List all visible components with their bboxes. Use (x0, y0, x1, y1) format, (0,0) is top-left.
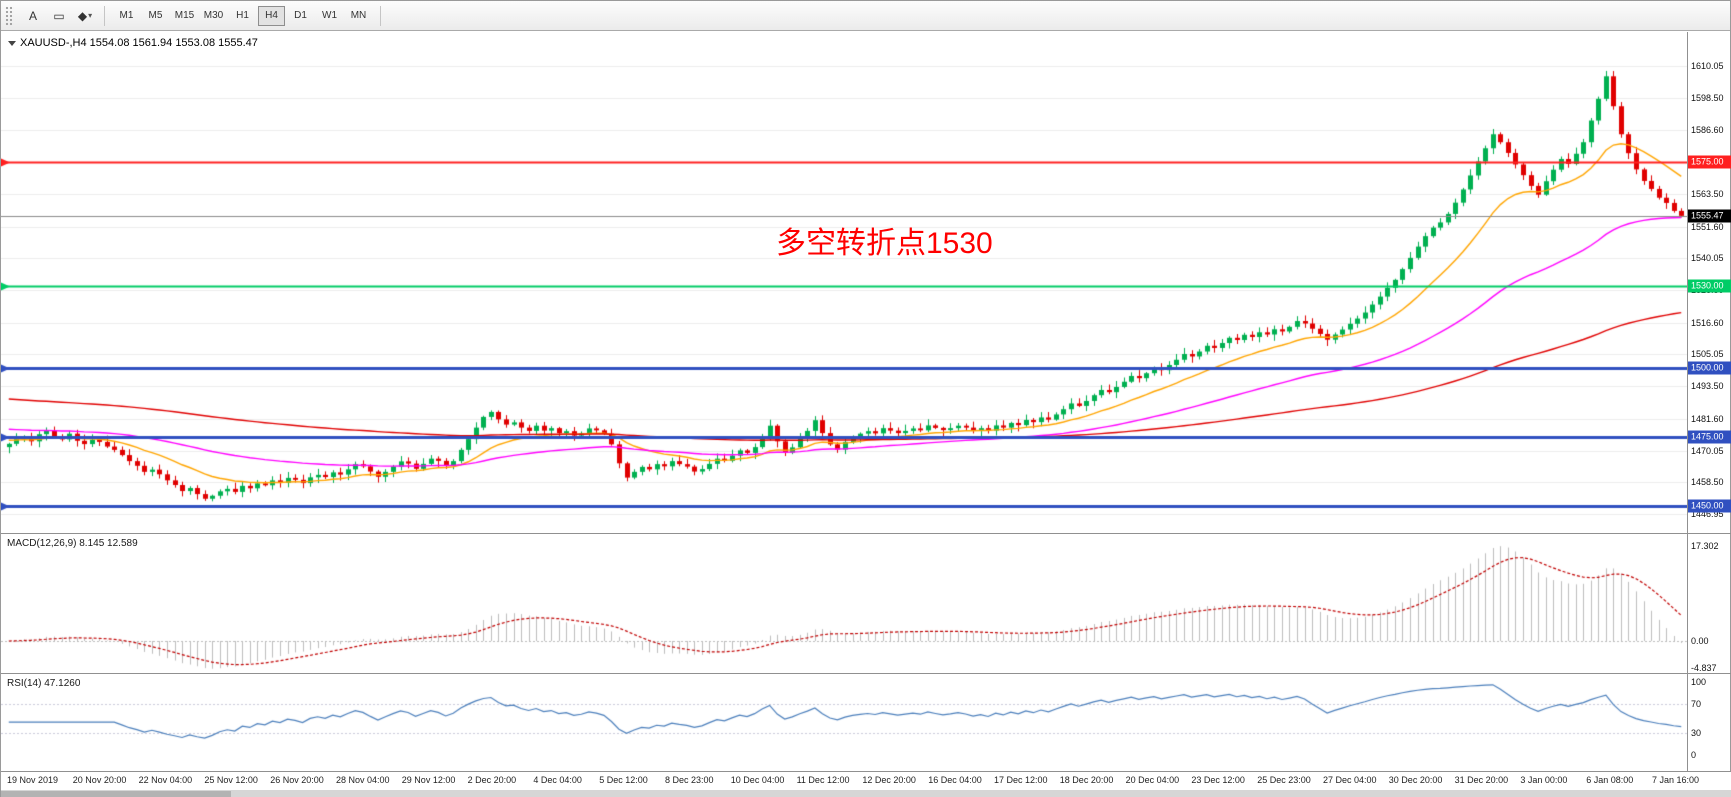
time-axis-label: 25 Dec 23:00 (1257, 775, 1311, 785)
macd-indicator-title: MACD(12,26,9) 8.145 12.589 (7, 538, 138, 549)
arrow-tool-glyph: A (28, 8, 37, 23)
price-scale-label: 1540.05 (1691, 253, 1724, 264)
shapes-tool-glyph: ◆ (77, 8, 88, 23)
toolbar-grip-icon[interactable] (5, 5, 14, 26)
price-scale-label: 1551.60 (1691, 221, 1724, 232)
hline-price-tag: 1500.00 (1688, 361, 1731, 375)
arrow-tool-icon[interactable]: A (21, 5, 45, 27)
time-axis-label: 10 Dec 04:00 (730, 775, 785, 785)
macd-scale-label: 0.00 (1691, 636, 1709, 646)
rsi-scale-label: 0 (1691, 750, 1697, 760)
time-axis-label: 22 Nov 04:00 (138, 775, 193, 785)
panel-divider (1, 771, 1731, 772)
price-scale-label: 1446.95 (1691, 509, 1724, 519)
time-axis-label: 20 Nov 20:00 (72, 775, 127, 785)
time-axis-label: 30 Dec 20:00 (1388, 775, 1443, 785)
rsi-indicator-title: RSI(14) 47.1260 (7, 678, 81, 689)
shapes-tool-icon[interactable]: ◆ ▾ (73, 5, 97, 27)
toolbar-separator (380, 5, 381, 26)
macd-scale-label: 17.302 (1691, 541, 1719, 551)
timeframe-button-m15[interactable]: M15 (171, 6, 198, 26)
chevron-down-icon: ▾ (88, 11, 93, 20)
price-scale-label: 1458.50 (1691, 477, 1724, 488)
price-scale-label: 1505.05 (1691, 349, 1724, 360)
time-axis-label: 16 Dec 04:00 (928, 775, 982, 785)
price-scale-label: 1586.60 (1691, 125, 1724, 136)
timeframe-button-m30[interactable]: M30 (200, 6, 227, 26)
time-axis-label: 25 Nov 12:00 (204, 775, 258, 785)
scrollbar-thumb[interactable] (1, 791, 231, 797)
price-scale-label: 1563.50 (1691, 188, 1724, 199)
toolbar-separator (104, 5, 105, 26)
time-axis-label: 11 Dec 12:00 (796, 775, 850, 785)
timeframe-button-d1[interactable]: D1 (287, 6, 314, 26)
panel-divider[interactable] (1, 533, 1731, 534)
rsi-scale-label: 100 (1691, 677, 1707, 687)
time-axis-label: 12 Dec 20:00 (862, 775, 916, 785)
time-axis-label: 4 Dec 04:00 (533, 775, 582, 785)
time-axis-label: 19 Nov 2019 (7, 775, 59, 785)
price-scale-label: 1610.05 (1691, 61, 1724, 71)
macd-scale-label: -4.837 (1691, 662, 1717, 673)
timeframe-button-m5[interactable]: M5 (142, 6, 169, 26)
price-scale-column[interactable]: 1610.05 1598.50 1586.60 1575.00 1563.50 1551.… (1687, 32, 1731, 772)
current-price-tag: 1555.47 (1688, 209, 1731, 223)
symbol-ohlc-text: XAUUSD-,H4 1554.08 1561.94 1553.08 1555.… (20, 37, 258, 49)
hline-price-tag: 1575.00 (1688, 155, 1731, 169)
time-axis-label: 6 Jan 08:00 (1586, 775, 1634, 785)
time-axis-label: 2 Dec 20:00 (467, 775, 517, 785)
main-toolbar: A ▭ ◆ ▾ M1 M5 M15 M30 H1 H4 D1 W1 MN (1, 1, 1730, 31)
time-axis-label: 17 Dec 12:00 (994, 775, 1048, 785)
text-tool-icon[interactable]: ▭ (47, 5, 71, 27)
time-axis-label: 3 Jan 00:00 (1520, 775, 1568, 785)
time-axis-label: 29 Nov 12:00 (401, 775, 456, 785)
hline-price-tag: 1475.00 (1688, 430, 1731, 444)
timeframe-button-m1[interactable]: M1 (113, 6, 140, 26)
time-axis-label: 26 Nov 20:00 (270, 775, 324, 785)
chart-text-annotation[interactable]: 多空转折点1530 (776, 227, 993, 260)
chart-symbol-header: XAUUSD-,H4 1554.08 1561.94 1553.08 1555.… (8, 37, 258, 49)
time-axis-label: 20 Dec 04:00 (1125, 775, 1180, 785)
timeframe-button-h4[interactable]: H4 (258, 5, 285, 26)
horizontal-scrollbar[interactable] (1, 790, 1731, 797)
symbol-expander-icon[interactable] (8, 40, 16, 46)
time-axis-label: 27 Dec 04:00 (1323, 775, 1377, 785)
time-axis-label: 31 Dec 20:00 (1454, 775, 1509, 785)
hline-price-tag: 1530.00 (1688, 279, 1731, 293)
price-scale-label: 1481.60 (1691, 413, 1724, 424)
time-axis-label: 18 Dec 20:00 (1059, 775, 1114, 785)
rsi-scale-label: 70 (1691, 698, 1702, 709)
time-axis-label: 5 Dec 12:00 (599, 775, 648, 785)
timeframe-button-mn[interactable]: MN (345, 6, 372, 26)
time-axis-label: 7 Jan 16:00 (1652, 775, 1700, 785)
time-axis-label: 8 Dec 23:00 (665, 775, 714, 785)
price-scale-label: 1598.50 (1691, 92, 1724, 103)
rsi-scale-label: 30 (1691, 728, 1702, 739)
text-tool-glyph: ▭ (53, 8, 65, 23)
hline-price-tag: 1450.00 (1688, 499, 1731, 513)
price-scale-label: 1516.60 (1691, 317, 1724, 328)
time-axis[interactable]: 19 Nov 2019 20 Nov 20:00 22 Nov 04:00 25 No… (1, 772, 1731, 790)
price-scale-label: 1470.05 (1691, 445, 1724, 456)
timeframe-button-h1[interactable]: H1 (229, 6, 256, 26)
price-scale-label: 1493.50 (1691, 381, 1724, 392)
time-axis-label: 23 Dec 12:00 (1191, 775, 1245, 785)
time-axis-label: 28 Nov 04:00 (336, 775, 390, 785)
timeframe-toolbar: M1 M5 M15 M30 H1 H4 D1 W1 MN (112, 5, 373, 26)
timeframe-button-w1[interactable]: W1 (316, 6, 343, 26)
panel-divider[interactable] (1, 673, 1731, 674)
